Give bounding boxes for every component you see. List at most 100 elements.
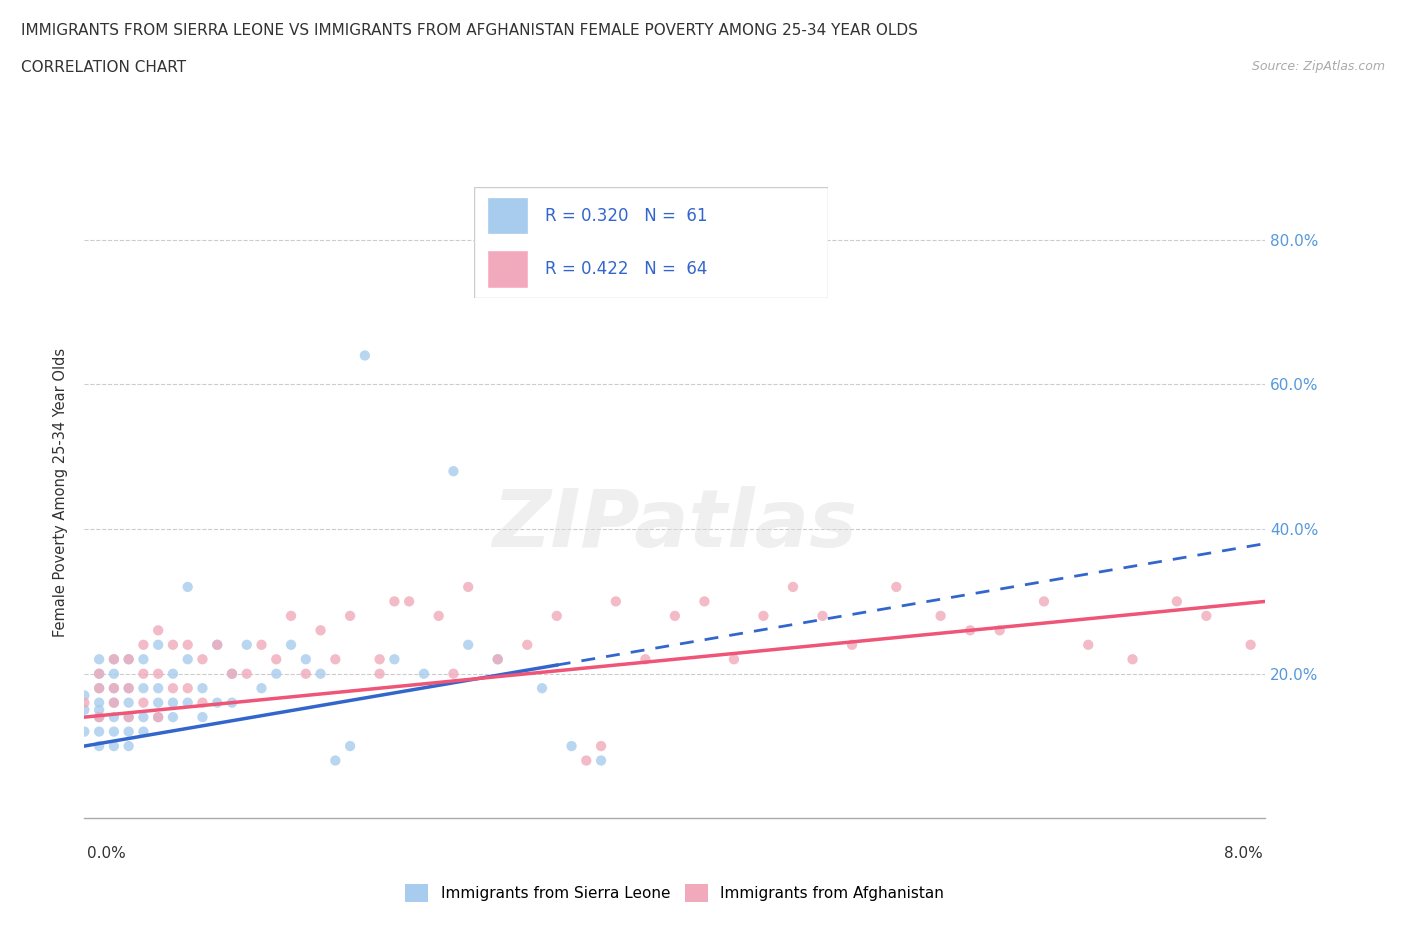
Point <box>103 666 125 681</box>
Point <box>221 666 243 681</box>
Point <box>118 652 141 667</box>
Point <box>205 637 228 652</box>
Point <box>929 608 952 623</box>
Point <box>382 652 406 667</box>
Point <box>103 696 125 711</box>
Point <box>664 608 686 623</box>
Point <box>382 594 406 609</box>
Point <box>427 608 450 623</box>
Text: CORRELATION CHART: CORRELATION CHART <box>21 60 186 75</box>
Point <box>132 666 155 681</box>
Point <box>177 637 200 652</box>
Point <box>250 637 273 652</box>
Point <box>1166 594 1188 609</box>
Point <box>103 681 125 696</box>
Point <box>73 688 96 703</box>
Point <box>693 594 716 609</box>
Point <box>339 738 361 753</box>
Point <box>103 652 125 667</box>
Text: 0.0%: 0.0% <box>87 846 127 861</box>
Point <box>103 652 125 667</box>
Point <box>103 738 125 753</box>
Point <box>191 696 214 711</box>
Legend: Immigrants from Sierra Leone, Immigrants from Afghanistan: Immigrants from Sierra Leone, Immigrants… <box>399 878 950 909</box>
Point <box>575 753 598 768</box>
Point <box>591 753 613 768</box>
Text: IMMIGRANTS FROM SIERRA LEONE VS IMMIGRANTS FROM AFGHANISTAN FEMALE POVERTY AMONG: IMMIGRANTS FROM SIERRA LEONE VS IMMIGRAN… <box>21 23 918 38</box>
Point <box>118 696 141 711</box>
Point <box>89 710 111 724</box>
Point <box>354 348 377 363</box>
Point <box>132 652 155 667</box>
Point <box>1284 608 1306 623</box>
Point <box>634 652 657 667</box>
Point <box>280 608 302 623</box>
Point <box>148 666 170 681</box>
Point <box>89 702 111 717</box>
Point <box>103 724 125 739</box>
Point <box>118 710 141 724</box>
Point <box>605 594 627 609</box>
Point <box>132 681 155 696</box>
Point <box>89 681 111 696</box>
Point <box>752 608 775 623</box>
Point <box>221 696 243 711</box>
Point <box>162 666 184 681</box>
Point <box>205 637 228 652</box>
Point <box>486 652 509 667</box>
Point <box>413 666 436 681</box>
Point <box>309 623 332 638</box>
Point <box>398 594 420 609</box>
Point <box>988 623 1011 638</box>
Point <box>132 696 155 711</box>
Point <box>1195 608 1218 623</box>
Point <box>236 637 259 652</box>
Point <box>118 738 141 753</box>
Point <box>103 710 125 724</box>
Point <box>177 681 200 696</box>
Point <box>89 666 111 681</box>
Point <box>148 710 170 724</box>
Point <box>443 666 465 681</box>
Point <box>309 666 332 681</box>
Point <box>73 696 96 711</box>
Point <box>118 652 141 667</box>
Point <box>486 652 509 667</box>
Point <box>723 652 745 667</box>
Point <box>264 666 288 681</box>
Point <box>323 652 347 667</box>
Point <box>236 666 259 681</box>
Point <box>89 652 111 667</box>
Point <box>1032 594 1054 609</box>
Point <box>368 666 391 681</box>
Point <box>457 637 479 652</box>
Point <box>132 724 155 739</box>
Point <box>841 637 863 652</box>
Point <box>531 681 554 696</box>
Point <box>811 608 834 623</box>
Text: ZIPatlas: ZIPatlas <box>492 486 858 565</box>
Point <box>516 637 538 652</box>
Point <box>250 681 273 696</box>
Point <box>89 681 111 696</box>
Point <box>280 637 302 652</box>
Point <box>103 681 125 696</box>
Point <box>148 623 170 638</box>
Point <box>1240 637 1263 652</box>
Point <box>162 637 184 652</box>
Point <box>89 696 111 711</box>
Point <box>148 710 170 724</box>
Point <box>118 710 141 724</box>
Point <box>264 652 288 667</box>
Point <box>221 666 243 681</box>
Point <box>191 681 214 696</box>
Point <box>118 681 141 696</box>
Point <box>886 579 908 594</box>
Point <box>591 738 613 753</box>
Point <box>323 753 347 768</box>
Point <box>89 666 111 681</box>
Point <box>443 464 465 479</box>
Point <box>191 652 214 667</box>
Point <box>339 608 361 623</box>
Point <box>89 710 111 724</box>
